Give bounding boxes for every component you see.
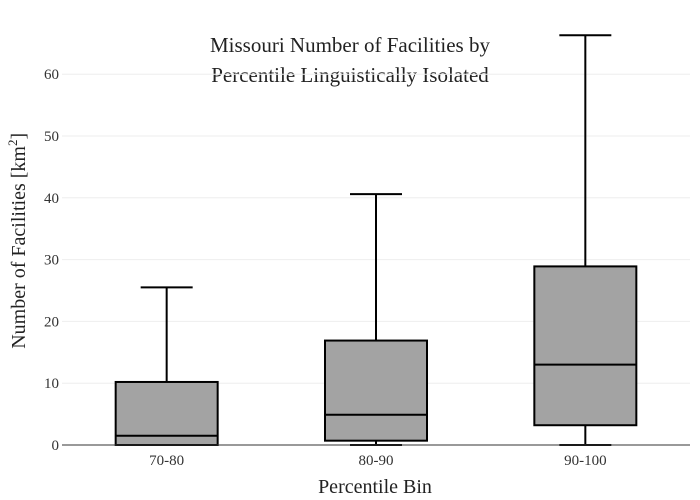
x-axis-label: Percentile Bin: [318, 476, 432, 498]
box-80-90: [324, 193, 428, 446]
box-70-80: [114, 286, 219, 446]
y-axis-label: Number of Facilities [km2]: [5, 111, 31, 371]
y-tick-label: 50: [44, 129, 59, 145]
box-90-100: [533, 34, 638, 446]
chart-title-line-2: Percentile Linguistically Isolated: [211, 63, 489, 87]
y-tick-label: 40: [44, 191, 59, 207]
box-body: [324, 339, 428, 442]
box-body: [533, 265, 638, 427]
chart-title-line-1: Missouri Number of Facilities by: [210, 33, 490, 57]
x-tick-label: 70-80: [149, 453, 184, 469]
y-axis-label-superscript: 2: [5, 139, 21, 147]
y-tick-label: 20: [44, 314, 59, 330]
box-series: [114, 34, 638, 446]
y-tick-label: 30: [44, 253, 59, 269]
y-axis-label-end: ]: [7, 132, 30, 140]
y-axis-label-main: Number of Facilities [km: [7, 146, 30, 349]
x-tick-label: 90-100: [564, 453, 607, 469]
y-tick-label: 10: [44, 376, 59, 392]
chart-title: Missouri Number of Facilities by Percent…: [150, 30, 550, 90]
x-tick-label: 80-90: [359, 453, 394, 469]
box-body: [114, 380, 219, 446]
y-tick-label: 0: [52, 438, 60, 454]
axes: 0 10 20 30 40 50 60 70-80 80-90 90-100: [44, 67, 690, 469]
y-tick-label: 60: [44, 67, 59, 83]
